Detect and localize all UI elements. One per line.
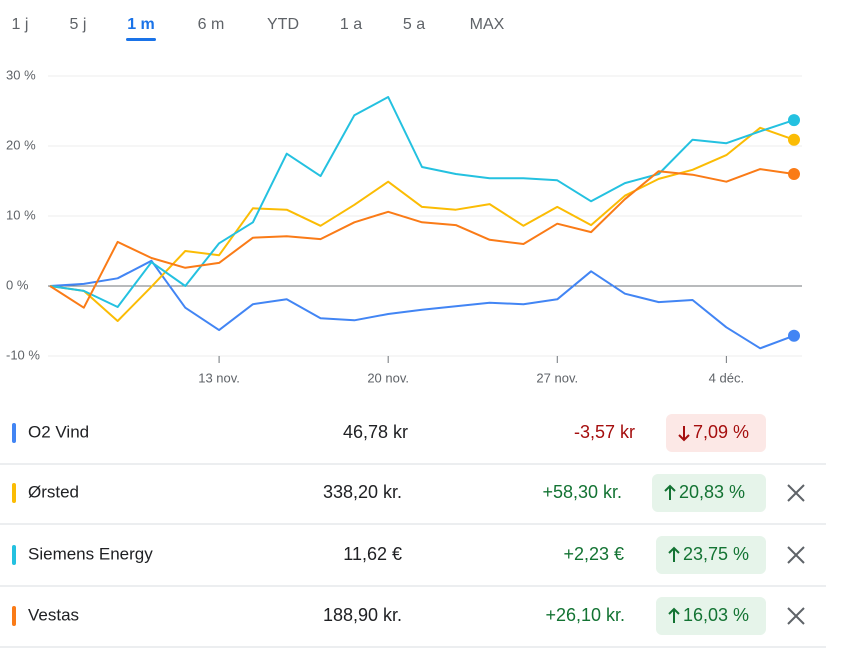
x-tick-label: 4 déc. xyxy=(709,370,744,385)
period-tab[interactable]: 1 j xyxy=(12,16,29,33)
stock-name: Vestas xyxy=(28,605,79,624)
remove-button[interactable] xyxy=(787,607,805,625)
trend-arrow xyxy=(664,484,676,500)
trend-arrow xyxy=(668,607,680,623)
color-swatch xyxy=(12,606,16,626)
price-change: -3,57 kr xyxy=(574,422,635,442)
price-change: +26,10 kr. xyxy=(545,605,625,625)
period-tab[interactable]: 1 m xyxy=(127,16,155,33)
series-end-dot xyxy=(788,168,800,180)
series-line xyxy=(49,96,795,308)
y-tick-label: 20 % xyxy=(6,137,36,152)
color-swatch xyxy=(12,545,16,565)
x-tick-label: 20 nov. xyxy=(367,370,409,385)
stock-name: Ørsted xyxy=(28,482,79,501)
series-end-dot xyxy=(788,133,800,146)
x-tick-label: 13 nov. xyxy=(198,370,240,385)
x-tick-label: 27 nov. xyxy=(536,370,578,385)
stock-price: 46,78 kr xyxy=(343,422,408,442)
period-tab[interactable]: 5 a xyxy=(403,16,425,33)
percent-badge xyxy=(656,536,766,574)
percent-badge xyxy=(666,414,766,452)
series-line xyxy=(49,126,795,322)
series-line xyxy=(49,259,795,350)
percent-badge xyxy=(652,474,766,512)
color-swatch xyxy=(12,483,16,503)
price-change: +58,30 kr. xyxy=(542,482,622,502)
percent-change: 7,09 % xyxy=(693,422,749,442)
period-tab[interactable]: YTD xyxy=(267,16,299,33)
percent-change: 20,83 % xyxy=(679,482,745,502)
period-tab[interactable]: 5 j xyxy=(70,16,87,33)
period-tab[interactable]: 6 m xyxy=(198,16,225,33)
remove-button[interactable] xyxy=(787,484,805,502)
percent-change: 23,75 % xyxy=(683,544,749,564)
stock-price: 338,20 kr. xyxy=(323,482,402,502)
y-tick-label: 30 % xyxy=(6,67,36,82)
period-tab[interactable]: MAX xyxy=(470,16,505,33)
y-tick-label: 10 % xyxy=(6,207,36,222)
percent-badge xyxy=(656,597,766,635)
stock-name: Siemens Energy xyxy=(28,544,153,563)
series-line xyxy=(49,168,795,309)
series-end-dot xyxy=(788,114,800,127)
period-tab[interactable]: 1 a xyxy=(340,16,362,33)
series-end-dot xyxy=(788,329,800,342)
percent-change: 16,03 % xyxy=(683,605,749,625)
y-tick-label: -10 % xyxy=(6,347,40,362)
remove-button[interactable] xyxy=(787,546,805,564)
stock-price: 11,62 € xyxy=(343,544,402,564)
color-swatch xyxy=(12,423,16,443)
trend-arrow xyxy=(678,426,690,442)
y-tick-label: 0 % xyxy=(6,277,29,292)
price-change: +2,23 € xyxy=(563,544,624,564)
tab-underline xyxy=(126,38,156,41)
stock-name: O2 Vind xyxy=(28,422,89,441)
trend-arrow xyxy=(668,546,680,562)
stock-price: 188,90 kr. xyxy=(323,605,402,625)
